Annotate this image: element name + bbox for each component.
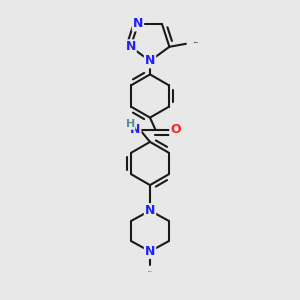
Text: N: N [145, 245, 155, 258]
Text: methyl: methyl [148, 270, 152, 272]
Text: N: N [130, 123, 140, 136]
Text: N: N [133, 17, 143, 31]
Text: N: N [145, 54, 155, 68]
Text: methyl: methyl [194, 42, 200, 43]
Text: O: O [170, 123, 181, 136]
Text: N: N [145, 204, 155, 217]
Text: H: H [126, 119, 135, 129]
Text: N: N [125, 40, 136, 53]
